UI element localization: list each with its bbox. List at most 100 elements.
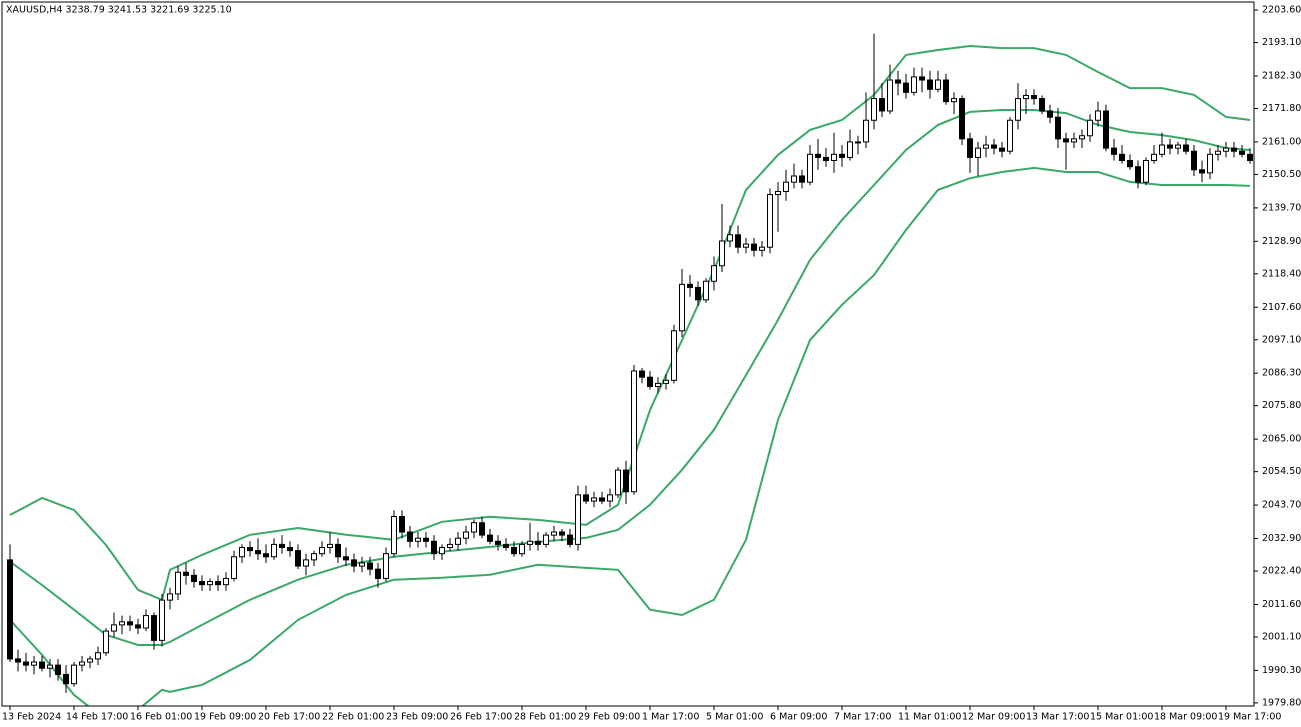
y-tick-label: 2139.70 <box>1262 202 1301 213</box>
candle-body <box>847 141 853 158</box>
candle-body <box>943 79 949 103</box>
x-tick-label: 18 Mar 09:00 <box>1154 712 1217 723</box>
candle-body <box>79 661 85 666</box>
candle-body <box>607 494 613 502</box>
candle-body <box>975 147 981 158</box>
y-tick-label: 2128.90 <box>1262 236 1301 247</box>
candle-body <box>1183 144 1189 152</box>
candle-body <box>1135 166 1141 183</box>
y-tick-label: 2011.60 <box>1262 599 1301 610</box>
candle-body <box>1231 147 1237 152</box>
candle-body <box>799 175 805 183</box>
candle-body <box>263 553 269 558</box>
candle-body <box>927 79 933 90</box>
x-tick-label: 22 Feb 01:00 <box>322 712 384 723</box>
candle-body <box>127 621 133 626</box>
candle-body <box>383 553 389 579</box>
y-tick-label: 1990.30 <box>1262 665 1301 676</box>
y-tick-label: 2203.60 <box>1262 5 1301 16</box>
candle-body <box>935 79 941 90</box>
plot-area <box>7 33 1253 706</box>
candle-body <box>863 119 869 143</box>
candle-body <box>15 658 21 663</box>
y-tick-label: 2043.70 <box>1262 500 1301 511</box>
band-line <box>9 166 1251 706</box>
y-tick-label: 2097.10 <box>1262 334 1301 345</box>
candle-body <box>175 571 181 595</box>
candle-body <box>447 543 453 548</box>
candle-body <box>207 581 213 586</box>
candle-body <box>415 537 421 542</box>
candle-body <box>647 376 653 388</box>
candle-body <box>671 330 677 381</box>
candle-body <box>1039 98 1045 112</box>
candle-body <box>887 79 893 112</box>
candle-body <box>967 138 973 158</box>
candle-body <box>1191 150 1197 171</box>
candle-body <box>735 234 741 248</box>
candle-body <box>903 82 909 93</box>
candle-body <box>1215 150 1221 155</box>
candle-body <box>103 630 109 654</box>
candle-body <box>783 181 789 192</box>
candle-body <box>527 540 533 545</box>
candle-body <box>1047 110 1053 118</box>
candle-body <box>623 469 629 493</box>
candle-body <box>511 546 517 555</box>
candle-body <box>47 664 53 669</box>
candle-body <box>503 543 509 548</box>
y-tick-label: 2086.30 <box>1262 368 1301 379</box>
x-tick-label: 19 Mar 17:00 <box>1218 712 1281 723</box>
x-tick-label: 19 Feb 09:00 <box>194 712 256 723</box>
candle-body <box>703 280 709 301</box>
candle-body <box>767 194 773 248</box>
candle-body <box>1087 119 1093 137</box>
candle-body <box>7 559 13 660</box>
candle-body <box>159 599 165 641</box>
candle-body <box>199 581 205 586</box>
candle-body <box>423 537 429 542</box>
candle-body <box>823 156 829 162</box>
candle-body <box>1239 150 1245 155</box>
candle-body <box>959 98 965 140</box>
candle-body <box>567 534 573 545</box>
candle-body <box>1223 147 1229 152</box>
x-tick-label: 6 Mar 09:00 <box>770 712 827 723</box>
y-tick-label: 2171.80 <box>1262 103 1301 114</box>
candle-body <box>759 246 765 251</box>
y-tick-label: 2107.60 <box>1262 302 1301 313</box>
candle-body <box>1167 144 1173 149</box>
x-tick-label: 20 Feb 17:00 <box>258 712 320 723</box>
x-tick-label: 29 Feb 09:00 <box>578 712 640 723</box>
candle-body <box>143 615 149 629</box>
candle-body <box>1247 153 1253 162</box>
candle-body <box>1127 160 1133 168</box>
candle-body <box>271 543 277 558</box>
candle-body <box>775 190 781 196</box>
candle-body <box>751 243 757 251</box>
x-tick-label: 1 Mar 17:00 <box>642 712 699 723</box>
candle-body <box>95 652 101 660</box>
y-tick-label: 2054.50 <box>1262 466 1301 477</box>
candle-body <box>135 624 141 629</box>
candle-body <box>951 98 957 103</box>
candle-body <box>303 559 309 567</box>
candle-body <box>791 175 797 183</box>
candle-body <box>1071 138 1077 143</box>
x-tick-label: 23 Feb 09:00 <box>386 712 448 723</box>
candle-body <box>1063 138 1069 143</box>
candle-body <box>239 546 245 558</box>
candle-body <box>695 286 701 301</box>
candle-body <box>495 540 501 545</box>
candle-body <box>855 141 861 144</box>
candle-body <box>327 543 333 548</box>
candle-body <box>575 494 581 545</box>
candle-body <box>319 546 325 555</box>
candle-body <box>343 556 349 561</box>
candle-body <box>599 497 605 502</box>
candle-body <box>919 76 925 81</box>
candle-body <box>551 531 557 536</box>
y-tick-label: 2118.40 <box>1262 268 1301 279</box>
